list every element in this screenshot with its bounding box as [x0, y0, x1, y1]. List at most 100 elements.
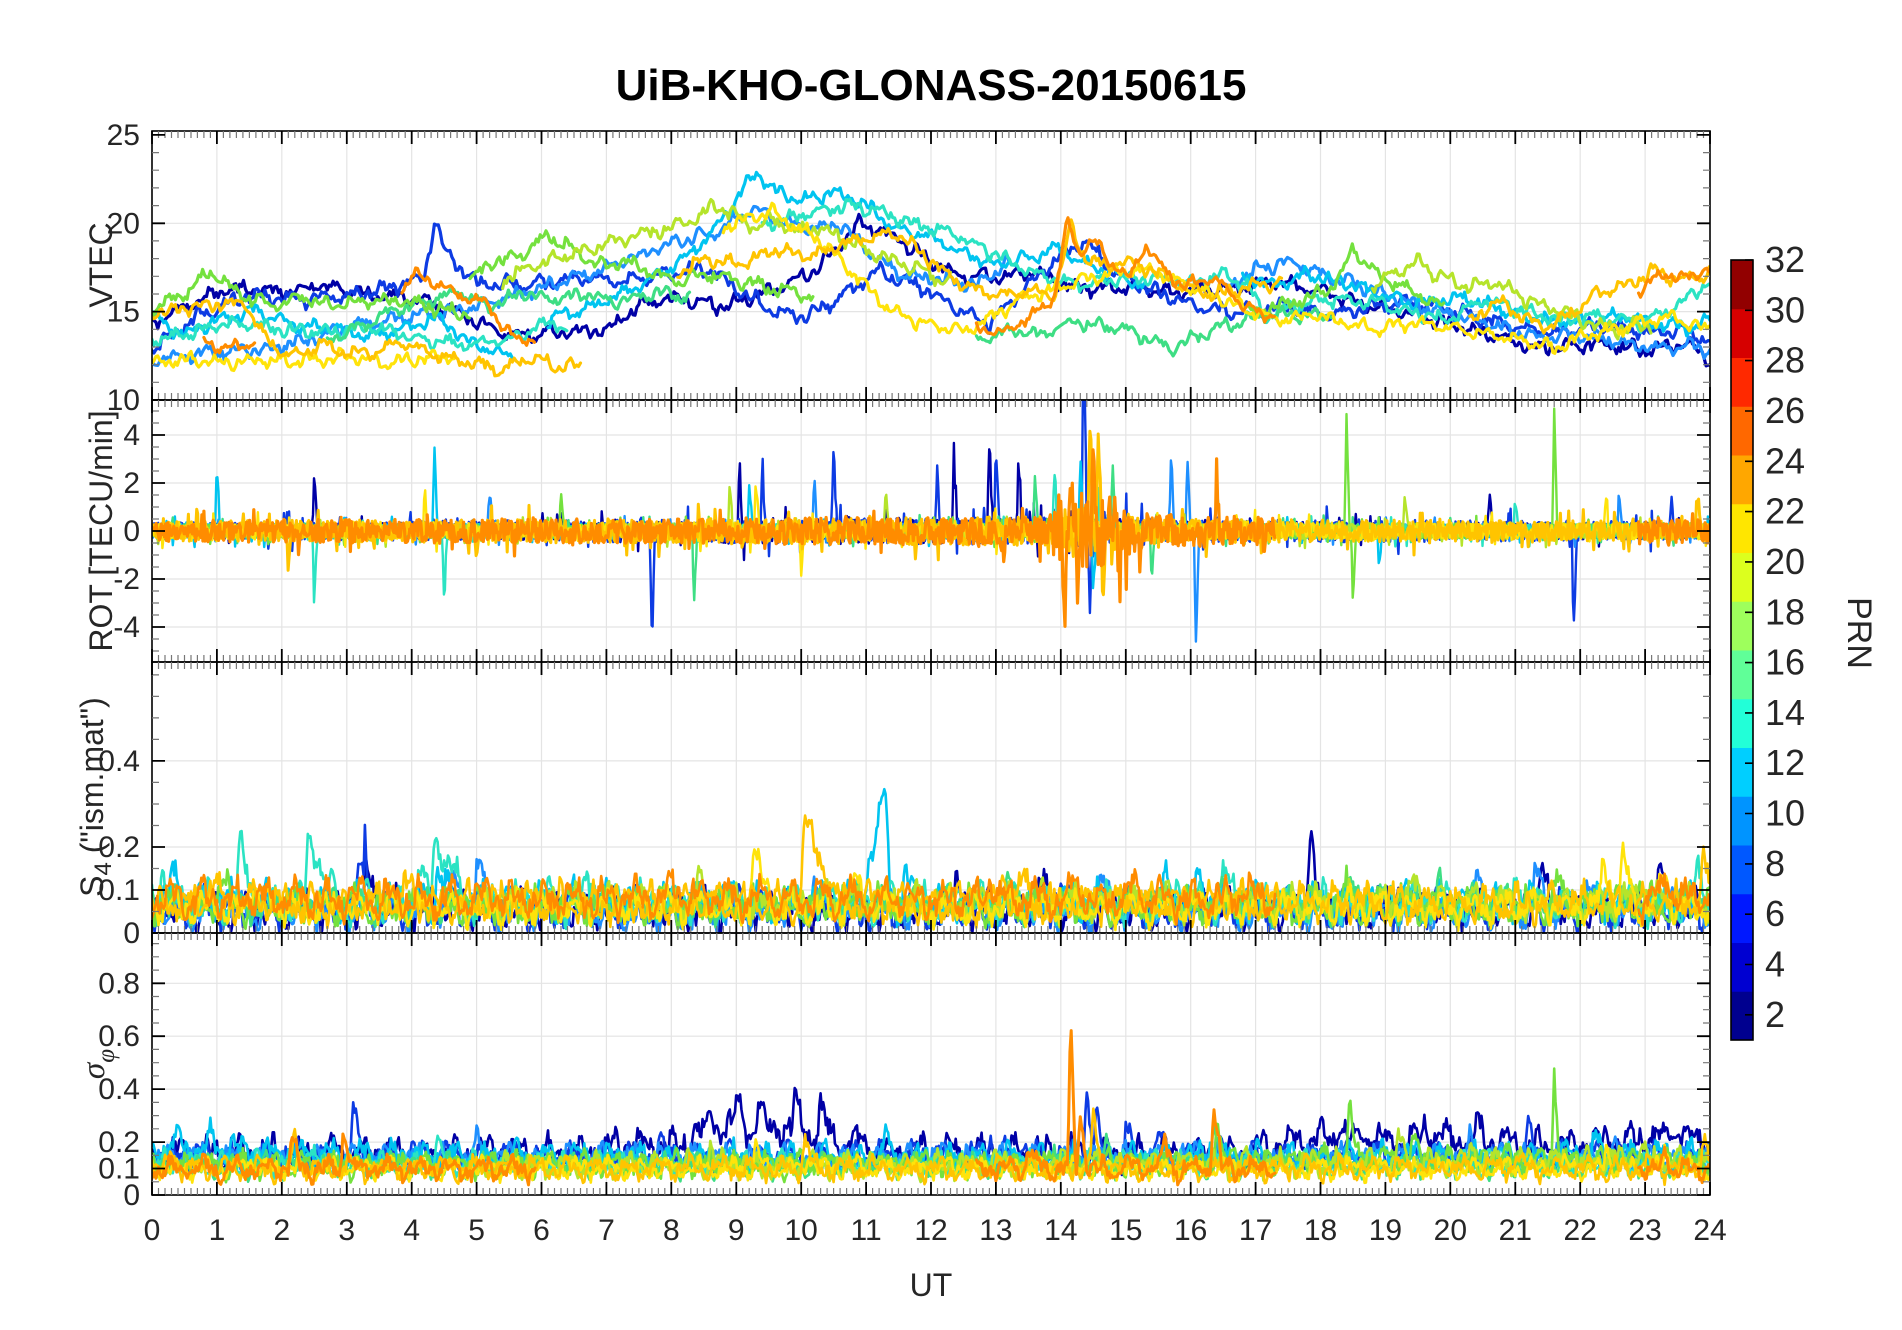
- colorbar-tick-label: 6: [1765, 893, 1785, 934]
- colorbar-tick-label: 28: [1765, 340, 1805, 381]
- y-tick-label-rot: -2: [113, 563, 140, 596]
- y-tick-label-vtec: 20: [107, 207, 140, 240]
- series-prn-23-seg0: [152, 448, 1277, 628]
- series-prn-23-seg1: [1637, 872, 1710, 927]
- rot-ylabel: ROT [TECU/min]: [83, 410, 119, 651]
- y-tick-label-vtec: 15: [107, 296, 140, 329]
- y-tick-label-sigma-phi: 0.2: [98, 1126, 140, 1159]
- colorbar-block: [1731, 698, 1753, 748]
- x-tick-label: 20: [1434, 1214, 1467, 1247]
- x-tick-label: 2: [273, 1214, 290, 1247]
- x-tick-labels: 0 1 2 3 4 5 6 7 8 9 10 11 12 13 14 15 16 17 18 19 20 21 22 23 24: [144, 1214, 1727, 1247]
- series-prn-15-seg0: [325, 284, 692, 344]
- x-tick-label: 10: [784, 1214, 817, 1247]
- panel-vtec: 10 15 20 25: [107, 119, 1711, 417]
- series-prn-23-seg1: [1636, 512, 1710, 547]
- colorbar-block: [1731, 845, 1753, 895]
- colorbar-tick-label: 4: [1765, 944, 1785, 985]
- series-prn-13-seg1: [760, 197, 1710, 334]
- x-tick-label: 1: [209, 1214, 226, 1247]
- colorbar-block: [1731, 503, 1753, 553]
- colorbar-block: [1731, 406, 1753, 456]
- major-ticks: [151, 933, 1711, 1196]
- series-prn-22-seg1: [676, 218, 1284, 303]
- y-tick-label-sigma-phi: 0.4: [98, 1073, 140, 1106]
- colorbar-block: [1731, 747, 1753, 797]
- x-tick-label: 0: [144, 1214, 161, 1247]
- minor-ticks: [152, 662, 1710, 933]
- y-tick-label-sigma-phi: 0.8: [98, 967, 140, 1000]
- x-tick-label: 5: [468, 1214, 485, 1247]
- series-prn-23-seg3: [1636, 266, 1710, 299]
- colorbar-ticks: [1745, 259, 1753, 1016]
- x-tick-label: 16: [1174, 1214, 1207, 1247]
- major-ticks: [151, 400, 1711, 662]
- series-group-vtec: [152, 170, 1710, 378]
- colorbar-tick-label: 18: [1765, 591, 1805, 632]
- colorbar-tick-label: 14: [1765, 692, 1805, 733]
- x-tick-label: 19: [1369, 1214, 1402, 1247]
- colorbar-tick-label: 2: [1765, 994, 1785, 1035]
- sigma-phi-ylabel: σφ: [76, 1049, 120, 1079]
- x-tick-label: 6: [533, 1214, 550, 1247]
- colorbar-block: [1731, 650, 1753, 700]
- x-tick-label: 15: [1109, 1214, 1142, 1247]
- y-tick-label-vtec: 10: [107, 384, 140, 417]
- colorbar-label: PRN: [1840, 597, 1878, 669]
- series-prn-17-seg1: [468, 229, 815, 304]
- x-tick-label: 17: [1239, 1214, 1272, 1247]
- x-axis-label: UT: [910, 1267, 953, 1303]
- colorbar-block: [1731, 991, 1753, 1041]
- panel-sigma-phi: 00.10.2 0.4 0.6 0.8: [98, 932, 1711, 1212]
- colorbar-tick-label: 16: [1765, 642, 1805, 683]
- series-prn-23-seg1: [400, 266, 537, 347]
- vtec-ylabel: VTEC: [83, 222, 119, 307]
- x-tick-label: 4: [403, 1214, 420, 1247]
- x-tick-label: 11: [851, 1214, 882, 1247]
- series-prn-18-seg0: [501, 198, 953, 291]
- series-prn-23-seg0: [152, 1132, 537, 1187]
- y-tick-label-s4: 0.4: [98, 745, 140, 778]
- colorbar-tick-label: 12: [1765, 742, 1805, 783]
- colorbar-tick-label: 32: [1765, 239, 1805, 280]
- series-prn-22-seg2: [1468, 262, 1710, 335]
- y-tick-label-rot: 0: [123, 515, 140, 548]
- x-tick-label: 8: [663, 1214, 680, 1247]
- y-tick-label-sigma-phi: 0.1: [98, 1153, 140, 1186]
- colorbar-tick-label: 20: [1765, 541, 1805, 582]
- series-prn-20-seg0: [152, 346, 458, 373]
- series-prn-17-seg0: [152, 267, 471, 322]
- colorbar-tick-label: 22: [1765, 491, 1805, 532]
- series-prn-11-seg1: [546, 170, 1146, 330]
- chart-render-root: 10152025-4-202400.10.20.400.10.20.40.60.…: [98, 119, 1805, 1247]
- y-tick-label-sigma-phi: 0: [123, 1179, 140, 1212]
- y-tick-label-rot: 4: [123, 419, 140, 452]
- y-tick-label-rot: -4: [113, 611, 140, 644]
- x-tick-label: 21: [1499, 1214, 1532, 1247]
- gridlines: [152, 933, 1710, 1195]
- y-tick-label-vtec: 25: [107, 119, 140, 152]
- gridlines: [152, 662, 1710, 933]
- colorbar-tick-label: 8: [1765, 843, 1785, 884]
- series-prn-23-seg0: [152, 867, 1277, 926]
- series-prn-22-seg0: [152, 297, 583, 378]
- series-prn-17-seg2: [1247, 242, 1446, 321]
- series-prn-23-seg2: [974, 216, 1277, 337]
- x-tick-label: 9: [728, 1214, 745, 1247]
- x-tick-label: 13: [979, 1214, 1012, 1247]
- x-tick-label: 22: [1563, 1214, 1596, 1247]
- x-tick-label: 18: [1304, 1214, 1337, 1247]
- minor-ticks: [152, 400, 1710, 662]
- colorbar-block: [1731, 308, 1753, 358]
- colorbar-block: [1731, 796, 1753, 846]
- colorbar-block: [1731, 552, 1753, 602]
- y-tick-label-s4: 0.2: [98, 831, 140, 864]
- colorbar-block: [1731, 601, 1753, 651]
- colorbar-tick-label: 10: [1765, 793, 1805, 834]
- y-tick-label-s4: 0: [123, 917, 140, 950]
- series-prn-23-seg1: [974, 1029, 1277, 1187]
- colorbar-block: [1731, 893, 1753, 943]
- x-tick-label: 7: [598, 1214, 615, 1247]
